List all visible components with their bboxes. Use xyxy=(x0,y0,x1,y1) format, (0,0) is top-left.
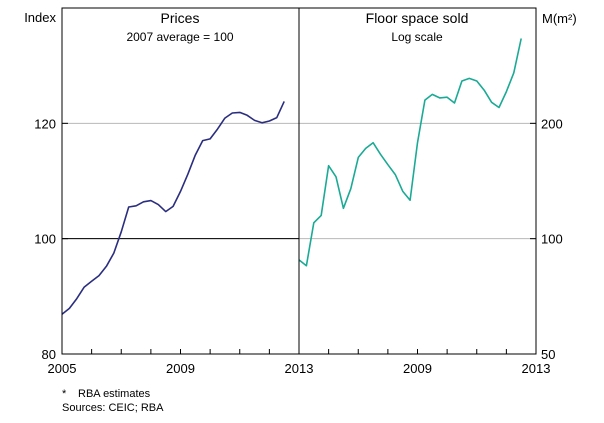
right-y-axis-label: M(m²) xyxy=(542,11,577,26)
y-tick-label-right: 100 xyxy=(541,232,563,247)
left-panel-title: Prices xyxy=(161,10,200,26)
y-tick-label-right: 50 xyxy=(541,347,555,362)
series-layer xyxy=(61,38,522,315)
right-panel-title: Floor space sold xyxy=(366,10,469,26)
y-tick-label-left: 80 xyxy=(42,347,56,362)
floor-space-series-line xyxy=(298,38,522,267)
y-tick-label-right: 200 xyxy=(541,116,563,131)
y-tick-label-left: 100 xyxy=(34,232,56,247)
left-y-axis-label: Index xyxy=(24,10,56,25)
footnote-row: * RBA estimates xyxy=(62,387,163,401)
x-tick-label-right: 2013 xyxy=(522,361,551,376)
x-tick-label-left: 2013 xyxy=(285,361,314,376)
text-layer: Prices 2007 average = 100 Floor space so… xyxy=(24,10,576,44)
right-panel-subtitle: Log scale xyxy=(391,30,443,44)
x-tick-label-left: 2005 xyxy=(48,361,77,376)
sources-note: Sources: CEIC; RBA xyxy=(62,402,164,414)
y-tick-label-left: 120 xyxy=(34,116,56,131)
x-tick-label-left: 2009 xyxy=(166,361,195,376)
footnote-marker: * xyxy=(62,388,67,400)
left-panel-subtitle: 2007 average = 100 xyxy=(126,30,233,44)
x-tick-label-right: 2009 xyxy=(403,361,432,376)
frame xyxy=(61,7,537,355)
ticks-layer: 80 100 120 50 100 200 2005 2009 2013 2009 2013 xyxy=(34,116,562,376)
chart-notes: * RBA estimates Sources: CEIC; RBA xyxy=(62,387,163,415)
footnote-text: RBA estimates xyxy=(78,388,151,400)
prices-series-line xyxy=(61,101,285,315)
